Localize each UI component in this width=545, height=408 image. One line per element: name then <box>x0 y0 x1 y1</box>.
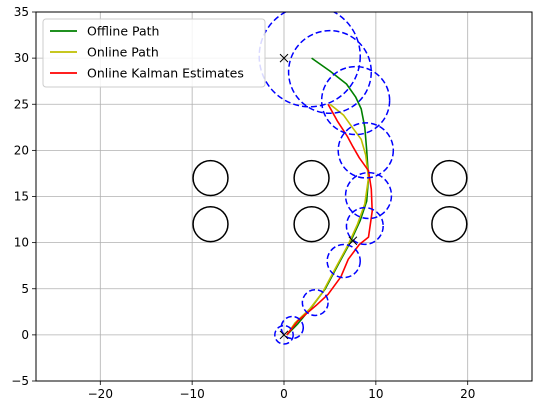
obstacle-circle <box>293 159 330 197</box>
axis-ticks: −20 −10 0 10 20 −5 0 5 10 15 20 25 30 35 <box>11 5 475 401</box>
y-tick-label: 30 <box>14 51 29 65</box>
y-tick-label: 0 <box>21 328 29 342</box>
obstacle-circle <box>192 159 229 197</box>
obstacle-circle <box>192 205 229 243</box>
y-tick-label: −5 <box>11 374 29 388</box>
legend-label: Online Kalman Estimates <box>87 66 244 81</box>
x-marker <box>348 236 358 246</box>
obstacle-circle <box>293 205 330 243</box>
y-tick-label: 35 <box>14 5 29 19</box>
uncertainty-circles <box>258 12 395 345</box>
series-line-2 <box>286 103 374 336</box>
x-marker <box>279 330 289 340</box>
obstacles <box>192 159 468 243</box>
uncertainty-circle <box>337 122 395 179</box>
x-tick-label: 0 <box>280 387 288 401</box>
y-tick-label: 25 <box>14 97 29 111</box>
uncertainty-circle <box>320 65 391 136</box>
series-lines <box>286 57 374 336</box>
y-tick-label: 15 <box>14 190 29 204</box>
y-tick-label: 20 <box>14 143 29 157</box>
markers <box>279 53 358 340</box>
legend-box <box>42 18 266 88</box>
uncertainty-circle <box>287 29 373 115</box>
obstacle-circle <box>431 205 468 243</box>
uncertainty-circle <box>345 206 384 246</box>
uncertainty-circle <box>326 243 361 279</box>
uncertainty-circle <box>280 315 305 340</box>
x-tick-label: −10 <box>179 387 204 401</box>
x-tick-label: 20 <box>460 387 475 401</box>
x-tick-label: −20 <box>88 387 113 401</box>
obstacle-circle <box>431 159 468 197</box>
y-tick-label: 10 <box>14 236 29 250</box>
x-tick-label: 10 <box>368 387 383 401</box>
legend: Offline Path Online Path Online Kalman Est… <box>42 18 266 88</box>
legend-label: Offline Path <box>87 24 159 39</box>
x-marker <box>279 53 289 63</box>
series-line-1 <box>286 103 370 336</box>
uncertainty-circle <box>274 324 294 345</box>
legend-label: Online Path <box>87 45 159 60</box>
uncertainty-circle <box>344 171 393 220</box>
uncertainty-circle <box>301 288 329 317</box>
y-tick-label: 5 <box>21 282 29 296</box>
